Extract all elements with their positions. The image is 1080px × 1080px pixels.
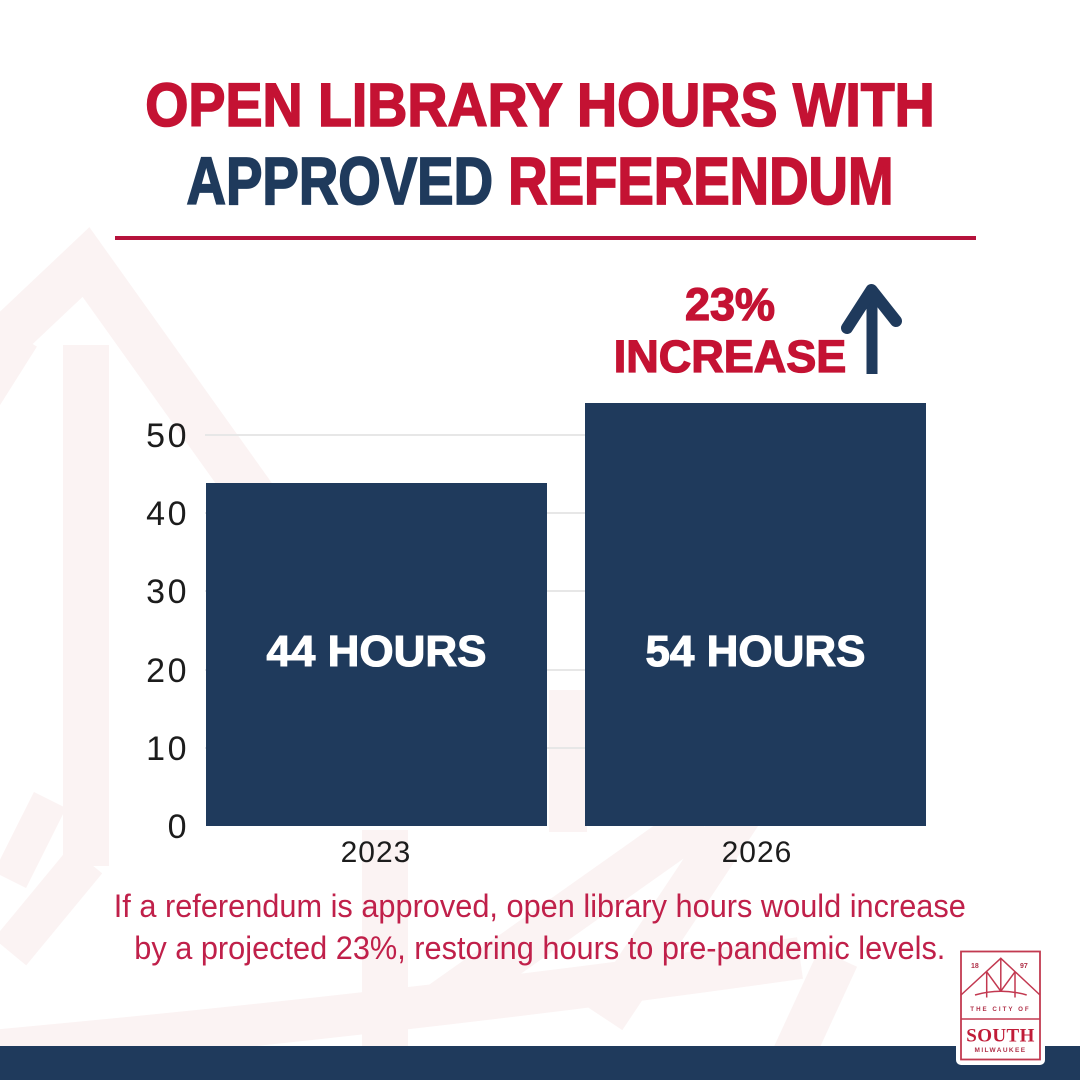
svg-text:THE CITY OF: THE CITY OF (970, 1006, 1030, 1013)
svg-text:SOUTH: SOUTH (966, 1026, 1035, 1047)
svg-text:97: 97 (1020, 963, 1028, 970)
svg-text:18: 18 (971, 963, 979, 970)
svg-text:MILWAUKEE: MILWAUKEE (975, 1047, 1027, 1054)
